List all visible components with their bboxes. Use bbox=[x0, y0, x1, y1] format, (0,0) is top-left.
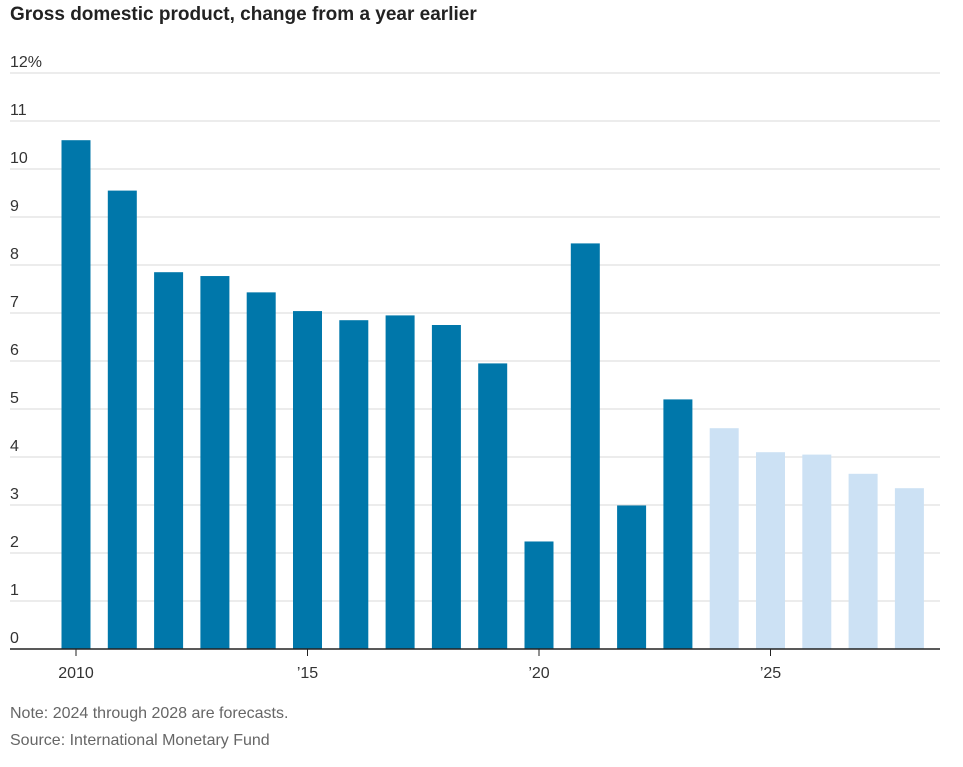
x-tick-label: ’25 bbox=[760, 665, 781, 682]
bar-forecast bbox=[756, 452, 785, 649]
y-tick-label: 4 bbox=[10, 438, 19, 455]
y-tick-label: 6 bbox=[10, 342, 19, 359]
bar-actual bbox=[524, 541, 554, 649]
bar-chart: 0 1 2 3 4 5 6 7 8 9 10 11 12% 2010 ’15 ’20 ’25 bbox=[10, 54, 940, 682]
y-tick-label: 9 bbox=[10, 198, 19, 215]
bar-actual bbox=[617, 505, 647, 649]
bar-forecast bbox=[894, 488, 924, 649]
x-tick-label: 2010 bbox=[58, 665, 94, 682]
y-tick-label: 5 bbox=[10, 390, 19, 407]
bar-actual bbox=[339, 320, 369, 649]
y-tick-label: 3 bbox=[10, 486, 19, 503]
x-axis bbox=[10, 648, 940, 656]
chart-source: Source: International Monetary Fund bbox=[10, 732, 270, 749]
bar-actual bbox=[570, 243, 600, 649]
bar-actual bbox=[385, 315, 415, 649]
y-tick-label: 8 bbox=[10, 246, 19, 263]
bar-forecast bbox=[709, 428, 739, 649]
x-tick-label: ’15 bbox=[297, 665, 318, 682]
bar-actual bbox=[246, 292, 276, 649]
chart-note: Note: 2024 through 2028 are forecasts. bbox=[10, 705, 289, 722]
chart-title: Gross domestic product, change from a ye… bbox=[10, 4, 477, 25]
gridlines bbox=[10, 72, 940, 602]
x-axis-tick-labels: 2010 ’15 ’20 ’25 bbox=[58, 665, 781, 682]
bar-forecast bbox=[848, 473, 878, 649]
y-tick-label: 1 bbox=[10, 582, 19, 599]
y-tick-label: 12% bbox=[10, 54, 42, 71]
y-tick-label: 2 bbox=[10, 534, 19, 551]
bar-actual bbox=[293, 311, 322, 649]
y-tick-label: 11 bbox=[10, 102, 27, 119]
y-axis-tick-labels: 0 1 2 3 4 5 6 7 8 9 10 11 12% bbox=[10, 54, 42, 647]
bar-actual bbox=[431, 325, 461, 649]
y-tick-label: 10 bbox=[10, 150, 28, 167]
bar-actual bbox=[200, 276, 230, 649]
bars bbox=[61, 140, 924, 649]
bar-actual bbox=[61, 140, 91, 649]
bar-actual bbox=[663, 399, 693, 649]
bar-forecast bbox=[802, 454, 832, 649]
bar-actual bbox=[107, 190, 137, 649]
y-tick-label: 7 bbox=[10, 294, 19, 311]
y-tick-label: 0 bbox=[10, 630, 19, 647]
bar-actual bbox=[154, 272, 184, 649]
x-tick-label: ’20 bbox=[528, 665, 549, 682]
bar-actual bbox=[478, 363, 508, 649]
